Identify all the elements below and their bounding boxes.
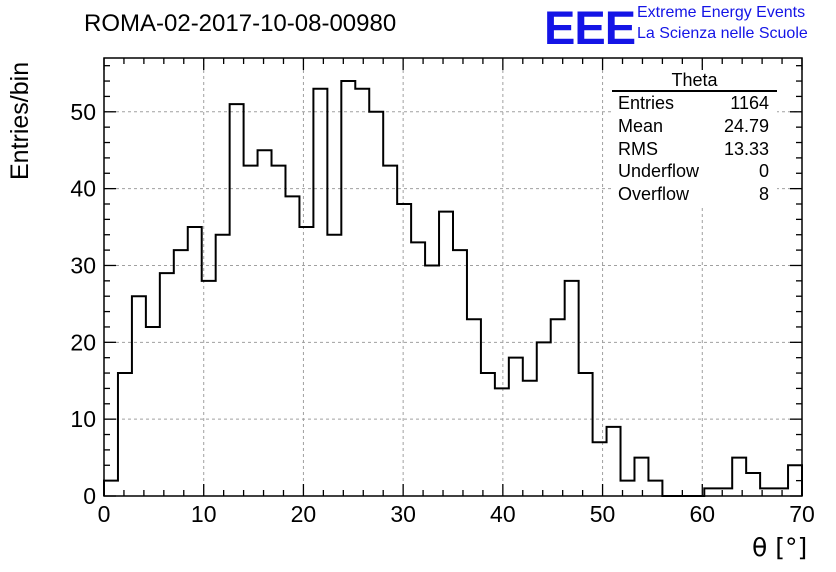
y-tick-label: 20 (70, 329, 96, 355)
logo-subtitle-line2: La Scienza nelle Scuole (637, 25, 808, 42)
stats-label: Overflow (618, 184, 690, 205)
x-tick-label: 20 (291, 501, 317, 527)
stats-row-entries: Entries 1164 (612, 92, 777, 115)
x-tick-label: 30 (390, 501, 416, 527)
x-tick-label: 40 (490, 501, 516, 527)
y-tick-label: 0 (83, 483, 96, 509)
stats-row-mean: Mean 24.79 (612, 115, 777, 138)
y-axis-label: Entries/bin (6, 61, 34, 180)
x-tick-label: 50 (590, 501, 616, 527)
stats-label: Entries (618, 93, 675, 113)
stats-box: Theta Entries 1164 Mean 24.79 RMS 13.33 … (612, 70, 777, 206)
chart-title: ROMA-02-2017-10-08-00980 (84, 10, 397, 37)
stats-value: 8 (758, 184, 769, 205)
y-tick-label: 10 (70, 406, 96, 432)
x-tick-label: 70 (789, 501, 815, 527)
stats-value: 13.33 (723, 138, 769, 159)
x-tick-label: 0 (98, 501, 111, 527)
x-tick-label: 60 (689, 501, 715, 527)
x-axis-label: θ [°] (752, 533, 808, 562)
stats-label: Mean (618, 115, 664, 136)
stats-label: RMS (618, 138, 658, 159)
stats-value: 0 (758, 161, 769, 182)
x-tick-label: 10 (191, 501, 217, 527)
stats-title: Theta (612, 70, 777, 92)
stats-row-underflow: Underflow 0 (612, 160, 777, 183)
logo-subtitle-line1: Extreme Energy Events (637, 4, 806, 21)
y-tick-label: 30 (70, 252, 96, 278)
plot-frame (103, 57, 803, 497)
stats-value: 1164 (730, 93, 769, 113)
stats-value: 24.79 (723, 115, 769, 136)
stats-row-overflow: Overflow 8 (612, 183, 777, 206)
stats-label: Underflow (618, 161, 700, 182)
y-tick-label: 50 (70, 99, 96, 125)
eee-logo: EEE (544, 1, 636, 54)
y-tick-label: 40 (70, 176, 96, 202)
stats-row-rms: RMS 13.33 (612, 138, 777, 161)
